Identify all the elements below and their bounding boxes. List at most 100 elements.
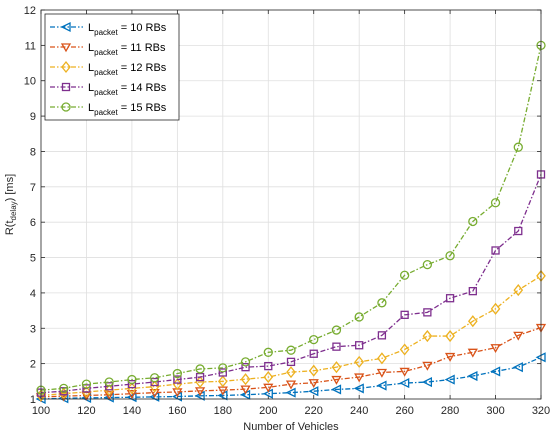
data-point bbox=[126, 390, 138, 400]
y-tick-label: 12 bbox=[24, 5, 36, 17]
data-point bbox=[376, 368, 388, 378]
data-point bbox=[377, 331, 387, 340]
data-point bbox=[376, 380, 387, 391]
series-line bbox=[40, 326, 542, 398]
data-point bbox=[467, 348, 478, 358]
data-point bbox=[399, 343, 410, 356]
data-point bbox=[308, 386, 319, 397]
legend-label-main: L bbox=[88, 42, 94, 54]
data-point bbox=[444, 374, 455, 385]
data-point bbox=[513, 142, 523, 152]
legend-label: Lpacket = 15 RBs bbox=[88, 102, 167, 117]
series-line bbox=[40, 356, 542, 400]
data-point bbox=[127, 374, 137, 385]
data-point bbox=[263, 347, 273, 357]
data-point bbox=[467, 315, 478, 328]
data-point bbox=[331, 361, 342, 374]
legend-label-main: L bbox=[88, 22, 94, 34]
y-axis-label-main: R(t bbox=[4, 220, 16, 235]
data-point bbox=[445, 251, 455, 261]
legend-label-sub: packet bbox=[94, 48, 118, 57]
data-point bbox=[512, 362, 523, 373]
legend-entry: Lpacket = 12 RBs bbox=[50, 60, 167, 77]
data-point bbox=[217, 375, 228, 388]
data-point bbox=[150, 377, 159, 387]
data-point bbox=[513, 284, 524, 297]
x-tick-label: 180 bbox=[214, 405, 232, 417]
legend-entry: Lpacket = 15 RBs bbox=[50, 102, 167, 117]
data-point bbox=[331, 325, 342, 335]
data-point bbox=[399, 270, 410, 280]
data-point bbox=[513, 331, 524, 341]
x-tick-label: 160 bbox=[168, 405, 186, 417]
data-point bbox=[285, 380, 297, 390]
y-axis-label: R(tdelay) [ms] bbox=[4, 174, 18, 235]
data-point bbox=[468, 216, 478, 227]
data-point bbox=[127, 379, 137, 389]
legend-marker bbox=[61, 102, 71, 112]
data-point bbox=[377, 298, 387, 308]
data-point bbox=[422, 361, 433, 371]
legend-entry: Lpacket = 11 RBs bbox=[50, 42, 166, 57]
data-point bbox=[399, 378, 410, 389]
x-tick-label: 280 bbox=[441, 405, 459, 417]
data-point bbox=[445, 294, 455, 303]
x-axis-label: Number of Vehicles bbox=[243, 421, 339, 433]
legend-label-main: L bbox=[88, 82, 94, 94]
data-point bbox=[241, 363, 250, 372]
legend-label-tail: = 10 RBs bbox=[118, 22, 167, 34]
data-point bbox=[127, 382, 137, 395]
data-point bbox=[240, 373, 251, 386]
data-point bbox=[422, 259, 433, 270]
legend-label-sub: packet bbox=[94, 68, 118, 77]
data-point bbox=[490, 198, 501, 208]
data-point bbox=[104, 384, 115, 397]
data-point bbox=[354, 355, 365, 368]
data-point bbox=[105, 382, 114, 391]
data-point bbox=[308, 379, 319, 389]
data-point bbox=[399, 367, 410, 377]
legend-marker bbox=[61, 82, 71, 92]
data-point bbox=[444, 352, 456, 362]
x-tick-label: 300 bbox=[486, 405, 504, 417]
data-point bbox=[400, 310, 409, 319]
legend-label-sub: packet bbox=[94, 108, 118, 117]
legend-entry: Lpacket = 10 RBs bbox=[50, 21, 167, 37]
legend-label-tail: = 14 RBs bbox=[118, 82, 167, 94]
legend-marker bbox=[61, 60, 71, 74]
y-tick-label: 4 bbox=[30, 288, 36, 300]
plot-frame bbox=[40, 9, 542, 400]
legend-label-main: L bbox=[88, 62, 94, 74]
data-point bbox=[286, 357, 296, 367]
data-point bbox=[149, 388, 160, 398]
data-point bbox=[332, 342, 341, 351]
data-point bbox=[355, 341, 364, 350]
data-point bbox=[149, 373, 160, 383]
y-tick-label: 8 bbox=[30, 146, 36, 158]
data-point bbox=[490, 344, 501, 354]
legend-label-sub: packet bbox=[94, 28, 118, 37]
data-point bbox=[445, 330, 455, 343]
y-tick-label: 10 bbox=[24, 76, 36, 88]
y-tick-label: 2 bbox=[30, 359, 36, 371]
legend-label-sub: packet bbox=[94, 88, 118, 97]
series-line bbox=[40, 45, 542, 391]
x-tick-label: 320 bbox=[532, 405, 550, 417]
data-point bbox=[490, 302, 501, 315]
y-tick-label: 9 bbox=[30, 111, 36, 123]
x-tick-label: 260 bbox=[395, 405, 413, 417]
data-point bbox=[263, 371, 274, 384]
data-point bbox=[218, 368, 227, 377]
legend-entry: Lpacket = 14 RBs bbox=[50, 82, 167, 97]
series-line bbox=[40, 174, 542, 394]
y-tick-label: 11 bbox=[25, 40, 36, 52]
data-point bbox=[309, 349, 318, 358]
y-axis-label-tail: ) [ms] bbox=[4, 174, 16, 202]
data-point bbox=[422, 330, 433, 343]
legend-label-tail: = 11 RBs bbox=[118, 42, 166, 54]
legend-marker bbox=[60, 21, 71, 33]
data-point bbox=[195, 364, 205, 374]
x-tick-label: 140 bbox=[123, 405, 141, 417]
data-point bbox=[285, 387, 296, 398]
